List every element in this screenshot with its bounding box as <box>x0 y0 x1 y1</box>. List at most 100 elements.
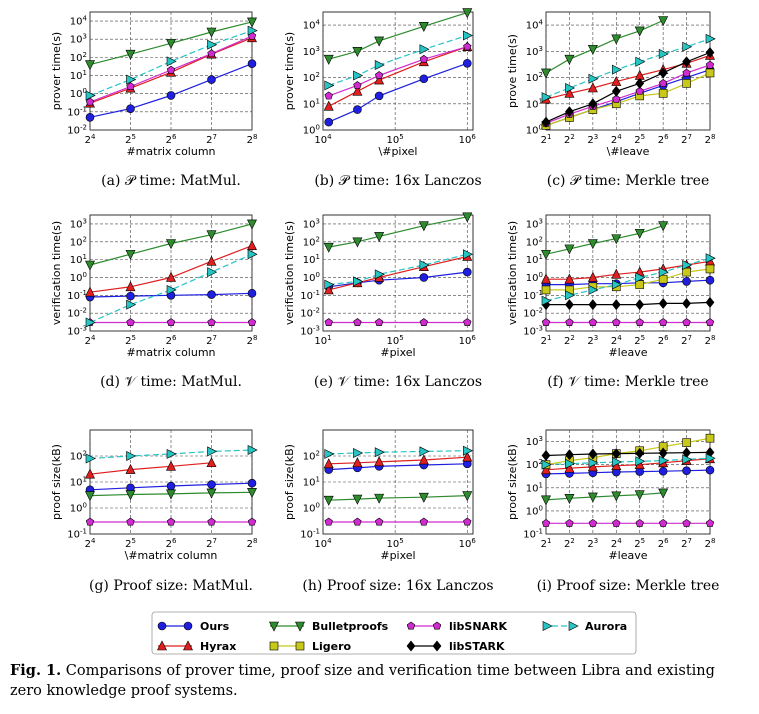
series-hyrax <box>541 49 715 104</box>
data-point <box>462 451 473 462</box>
y-tick-label: 102 <box>526 71 543 84</box>
data-point <box>635 86 644 95</box>
series-aurora <box>324 445 473 459</box>
data-point <box>658 518 668 527</box>
x-tick-label: 25 <box>634 537 645 550</box>
x-tick-label: 106 <box>459 537 477 550</box>
data-point <box>565 290 576 301</box>
panel-caption: (i) Proof size: Merkle tree <box>537 578 720 594</box>
data-point <box>374 71 384 80</box>
data-point <box>85 90 96 101</box>
x-tick-label: 22 <box>564 537 575 550</box>
data-point <box>705 296 715 308</box>
x-tick-label: 24 <box>85 133 96 146</box>
x-tick-label: 21 <box>541 133 552 146</box>
data-point <box>353 70 364 81</box>
data-point <box>207 267 218 278</box>
y-tick-label: 101 <box>303 97 320 110</box>
legend-item-bulletproofs: Bulletproofs <box>269 620 389 633</box>
y-tick-label: 102 <box>70 235 87 248</box>
y-axis-label: verification time(s) <box>506 221 519 325</box>
data-point <box>85 260 95 271</box>
data-point <box>166 460 176 471</box>
y-tick-label: 10-2 <box>67 307 87 320</box>
data-point <box>705 47 715 59</box>
y-tick-label: 10-1 <box>300 528 320 541</box>
y-tick-label: 100 <box>303 271 320 284</box>
x-tick-label: 27 <box>681 334 692 347</box>
y-tick-label: 102 <box>303 71 320 84</box>
series-line <box>545 225 664 255</box>
data-point <box>374 447 385 458</box>
data-point <box>353 448 364 459</box>
y-axis-label: proof size(kB) <box>50 444 63 520</box>
legend-item-ligero: Ligero <box>269 640 352 653</box>
data-point <box>564 462 575 473</box>
figure-caption-label: Fig. 1. <box>10 662 62 679</box>
data-point <box>462 491 473 502</box>
y-tick-label: 101 <box>526 253 543 266</box>
series-line <box>89 462 212 475</box>
x-tick-label: 105 <box>387 537 404 550</box>
data-point <box>419 446 430 457</box>
data-point <box>541 273 551 284</box>
legend-item-libstark: libSTARK <box>406 640 505 653</box>
series-ours <box>324 58 472 127</box>
data-point <box>635 272 646 283</box>
legend-marker <box>183 621 193 631</box>
y-tick-label: 102 <box>70 450 87 463</box>
y-tick-label: 10-1 <box>67 105 87 118</box>
data-point <box>658 488 669 499</box>
chart-panel-f: 10-3 10-2 10-1 100 101 102 103 21 22 23 24 25 26 27 28… <box>506 214 716 390</box>
data-point <box>634 490 645 501</box>
data-point <box>206 27 217 38</box>
legend-marker <box>269 641 279 651</box>
data-point <box>635 518 644 527</box>
x-axis-label: #matrix column <box>126 346 215 359</box>
data-point <box>635 77 645 89</box>
data-point <box>323 284 334 295</box>
x-tick-label: 25 <box>125 133 136 146</box>
data-point <box>166 56 177 67</box>
y-tick-label: 101 <box>70 253 87 266</box>
data-point <box>166 517 176 526</box>
data-point <box>682 297 691 309</box>
data-point <box>587 492 598 503</box>
data-point <box>85 468 95 479</box>
data-point <box>611 85 621 97</box>
data-point <box>541 92 552 103</box>
y-tick-label: 102 <box>303 235 320 248</box>
x-tick-label: 25 <box>634 334 645 347</box>
y-tick-label: 104 <box>526 19 544 32</box>
data-point <box>85 517 95 526</box>
data-point <box>705 518 715 527</box>
series-bulletproofs <box>323 8 473 65</box>
x-tick-label: 23 <box>587 133 598 146</box>
y-tick-label: 102 <box>70 51 87 64</box>
chart-panel-b: 100 101 102 103 104 104 105 106 \#pixel prover ti… <box>283 8 482 189</box>
y-axis-label: verification time(s) <box>50 221 63 325</box>
x-axis-label: #pixel <box>380 346 415 359</box>
y-tick-label: 100 <box>526 124 543 137</box>
data-point <box>126 451 137 461</box>
x-tick-label: 26 <box>658 537 669 550</box>
data-point <box>682 79 691 88</box>
data-point <box>125 49 136 60</box>
data-point <box>418 221 429 232</box>
data-point <box>658 16 669 27</box>
data-point <box>374 36 385 47</box>
data-point <box>324 80 335 91</box>
data-point <box>658 455 669 466</box>
data-point <box>611 75 622 86</box>
data-point <box>588 73 599 84</box>
data-point <box>353 318 362 327</box>
figure-caption: Fig. 1. Comparisons of prover time, proo… <box>10 661 750 701</box>
data-point <box>323 54 334 65</box>
series-line <box>545 492 664 501</box>
data-point <box>682 56 691 68</box>
series-bulletproofs <box>541 221 669 260</box>
y-tick-label: 100 <box>70 87 87 100</box>
y-tick-label: 10-1 <box>67 528 87 541</box>
y-tick-label: 10-1 <box>523 528 543 541</box>
series-libstark <box>541 47 715 128</box>
